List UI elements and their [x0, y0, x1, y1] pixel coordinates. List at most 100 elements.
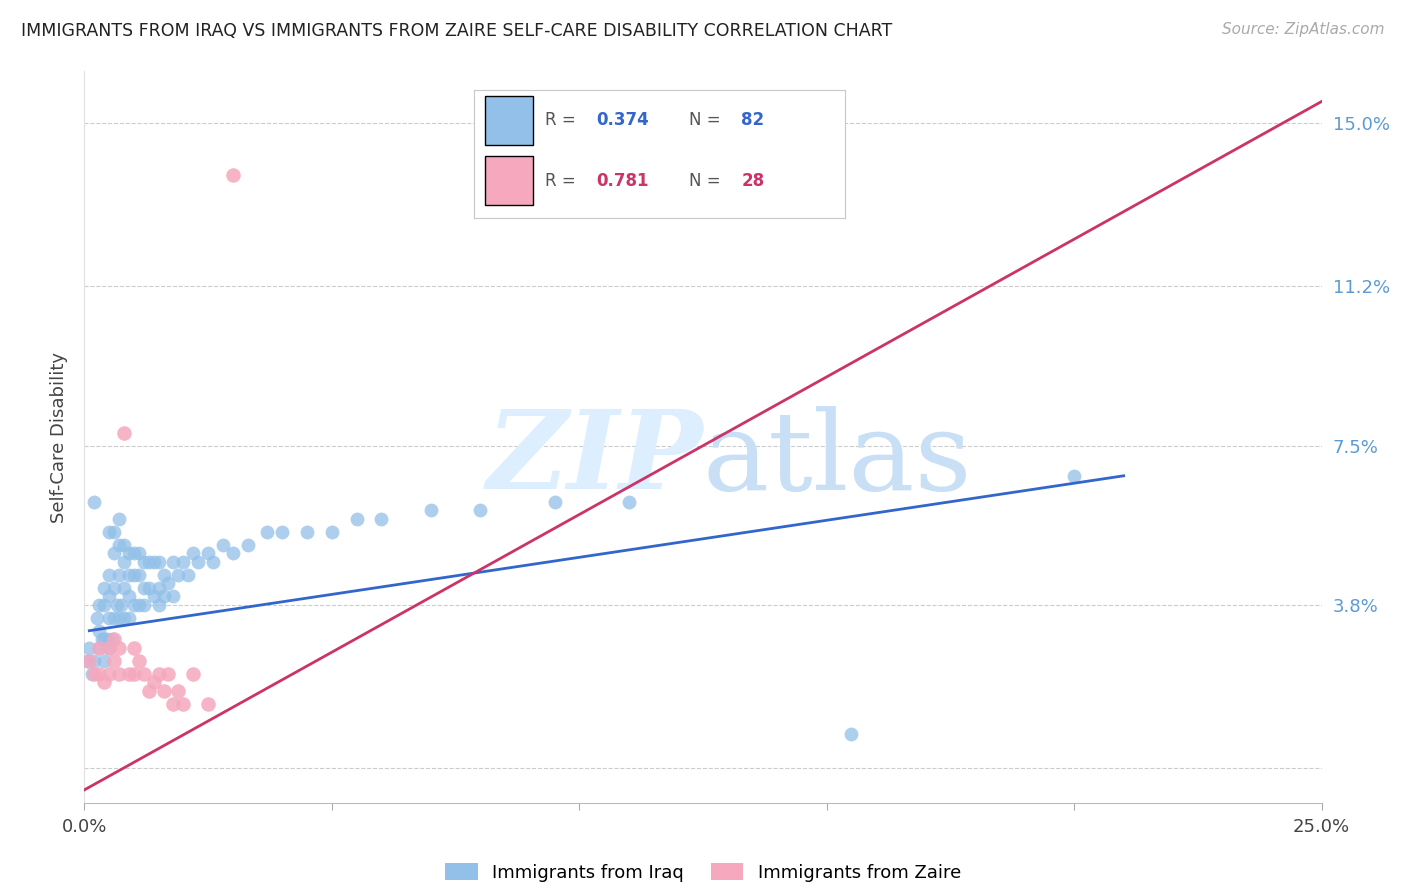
Point — [148, 581, 170, 595]
Point — [172, 697, 194, 711]
Point — [118, 546, 141, 560]
Point — [93, 654, 115, 668]
Point — [112, 581, 135, 595]
Point — [112, 611, 135, 625]
Point — [128, 598, 150, 612]
Point — [112, 555, 135, 569]
Text: IMMIGRANTS FROM IRAQ VS IMMIGRANTS FROM ZAIRE SELF-CARE DISABILITY CORRELATION C: IMMIGRANTS FROM IRAQ VS IMMIGRANTS FROM … — [21, 22, 893, 40]
Legend: Immigrants from Iraq, Immigrants from Zaire: Immigrants from Iraq, Immigrants from Za… — [437, 855, 969, 888]
Point — [89, 624, 111, 638]
Point — [89, 640, 111, 655]
Point — [419, 503, 441, 517]
Point — [470, 503, 492, 517]
Point — [76, 654, 98, 668]
Point — [108, 538, 131, 552]
Point — [152, 684, 174, 698]
Point — [132, 581, 155, 595]
Point — [132, 555, 155, 569]
Point — [142, 555, 165, 569]
Point — [98, 589, 121, 603]
Point — [132, 598, 155, 612]
Text: atlas: atlas — [703, 406, 973, 513]
Point — [122, 598, 145, 612]
Point — [167, 684, 190, 698]
Y-axis label: Self-Care Disability: Self-Care Disability — [51, 351, 69, 523]
Point — [89, 640, 111, 655]
Point — [98, 640, 121, 655]
Point — [103, 611, 125, 625]
Point — [112, 538, 135, 552]
Point — [93, 598, 115, 612]
Point — [187, 555, 209, 569]
Point — [103, 654, 125, 668]
Point — [142, 589, 165, 603]
Point — [181, 546, 204, 560]
Point — [162, 589, 184, 603]
Point — [108, 640, 131, 655]
Point — [122, 640, 145, 655]
Point — [138, 684, 160, 698]
Point — [181, 666, 204, 681]
Point — [162, 697, 184, 711]
Point — [236, 538, 259, 552]
Point — [83, 666, 105, 681]
Point — [98, 640, 121, 655]
Point — [138, 555, 160, 569]
Point — [108, 666, 131, 681]
Point — [543, 494, 565, 508]
Text: ZIP: ZIP — [486, 405, 703, 513]
Point — [197, 546, 219, 560]
Point — [83, 654, 105, 668]
Point — [108, 567, 131, 582]
Point — [148, 598, 170, 612]
Point — [157, 576, 180, 591]
Point — [271, 524, 294, 539]
Point — [1063, 468, 1085, 483]
Point — [152, 589, 174, 603]
Point — [89, 598, 111, 612]
Point — [132, 666, 155, 681]
Point — [122, 546, 145, 560]
Point — [79, 654, 101, 668]
Point — [222, 546, 245, 560]
Point — [148, 666, 170, 681]
Point — [90, 632, 112, 647]
Point — [103, 632, 125, 647]
Point — [108, 512, 131, 526]
Point — [98, 524, 121, 539]
Point — [93, 581, 115, 595]
Point — [148, 555, 170, 569]
Point — [89, 666, 111, 681]
Point — [321, 524, 343, 539]
Point — [202, 555, 225, 569]
Point — [83, 494, 105, 508]
Point — [256, 524, 278, 539]
Point — [128, 546, 150, 560]
Point — [197, 697, 219, 711]
Point — [103, 546, 125, 560]
Point — [118, 589, 141, 603]
Point — [80, 666, 103, 681]
Point — [295, 524, 318, 539]
Point — [103, 524, 125, 539]
Point — [172, 555, 194, 569]
Point — [100, 632, 122, 647]
Point — [93, 632, 115, 647]
Point — [152, 567, 174, 582]
Point — [222, 168, 245, 182]
Point — [162, 555, 184, 569]
Point — [105, 598, 128, 612]
Point — [167, 567, 190, 582]
Point — [142, 675, 165, 690]
Point — [346, 512, 368, 526]
Point — [98, 666, 121, 681]
Point — [138, 581, 160, 595]
Point — [617, 494, 640, 508]
Point — [128, 567, 150, 582]
Point — [118, 567, 141, 582]
Point — [86, 611, 108, 625]
Point — [118, 666, 141, 681]
Point — [370, 512, 392, 526]
Point — [177, 567, 200, 582]
Point — [110, 598, 132, 612]
